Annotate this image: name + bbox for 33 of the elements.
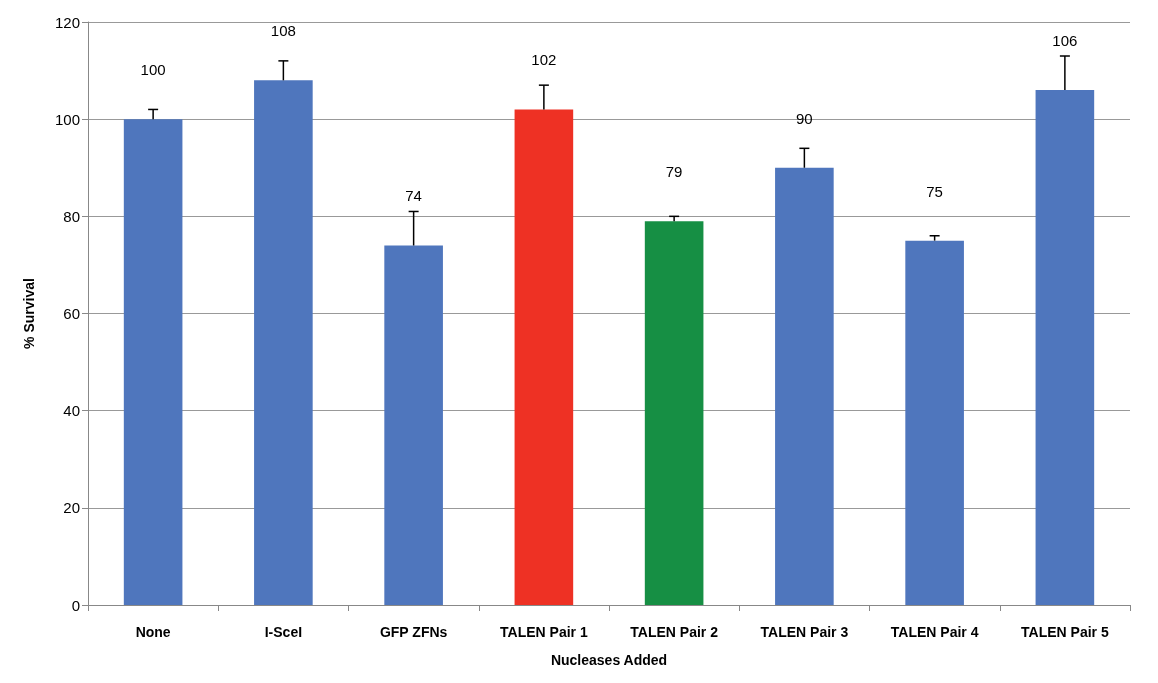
data-label: 106 bbox=[1052, 32, 1078, 50]
y-tick-label: 60 bbox=[63, 305, 80, 322]
data-label: 100 bbox=[140, 61, 166, 79]
x-tick-label: TALEN Pair 1 bbox=[500, 624, 588, 640]
data-label: 75 bbox=[926, 182, 943, 200]
x-tick-label: TALEN Pair 4 bbox=[890, 624, 979, 640]
bar bbox=[905, 240, 964, 605]
y-tick-label: 120 bbox=[54, 13, 80, 31]
bar bbox=[514, 109, 574, 605]
data-label: 79 bbox=[665, 163, 683, 181]
data-label: 90 bbox=[796, 109, 813, 127]
x-tick-label: None bbox=[135, 624, 171, 640]
x-tick-label: TALEN Pair 3 bbox=[760, 624, 849, 640]
bar bbox=[123, 119, 183, 605]
y-tick-label: 0 bbox=[71, 596, 80, 614]
data-label: 108 bbox=[270, 22, 296, 40]
x-axis-title: Nucleases Added bbox=[550, 652, 668, 668]
x-tick-label: GFP ZFNs bbox=[379, 624, 448, 640]
data-label: 102 bbox=[531, 51, 557, 69]
y-axis-title: % Survival bbox=[21, 278, 37, 349]
y-tick-label: 20 bbox=[63, 499, 80, 517]
x-tick-label: TALEN Pair 2 bbox=[630, 624, 719, 640]
bar bbox=[1035, 90, 1095, 605]
bar bbox=[775, 167, 834, 605]
bar bbox=[644, 221, 704, 605]
y-tick-label: 80 bbox=[63, 207, 80, 225]
x-tick-label: TALEN Pair 5 bbox=[1021, 624, 1109, 640]
data-label: 74 bbox=[405, 187, 422, 205]
bar bbox=[384, 245, 443, 605]
y-tick-label: 100 bbox=[54, 110, 80, 128]
y-tick-label: 40 bbox=[63, 402, 80, 420]
bar bbox=[254, 80, 313, 605]
x-tick-label: I-SceI bbox=[264, 624, 303, 640]
